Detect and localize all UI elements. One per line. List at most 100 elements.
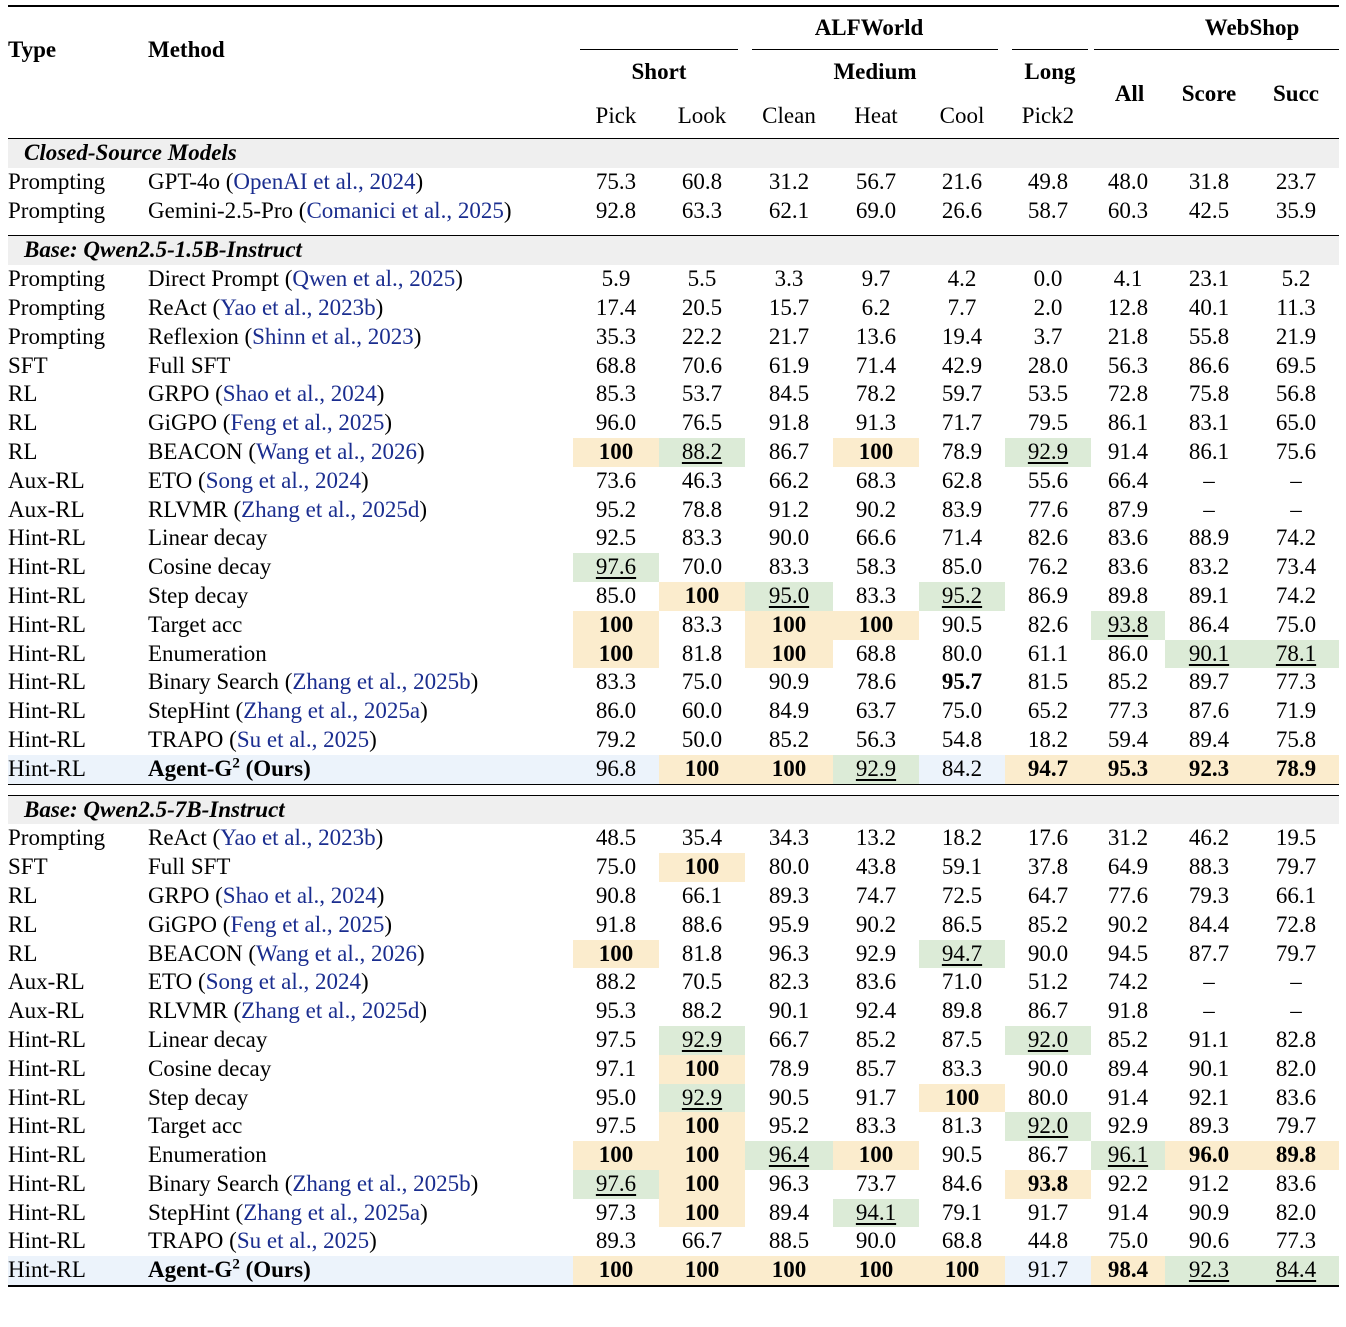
look-value: 60.0 — [681, 698, 723, 724]
heat-value: 66.6 — [855, 525, 897, 551]
pick2-value: 55.6 — [1027, 467, 1069, 493]
citation-link[interactable]: Wang et al., 2026 — [255, 438, 418, 464]
heat-value: 100 — [833, 1141, 919, 1170]
succ-value: – — [1290, 969, 1302, 995]
score-value: 89.3 — [1188, 1113, 1230, 1139]
table-row: Hint-RL Linear decay 92.5 83.3 90.0 66.6 71.4 8… — [8, 524, 1339, 553]
heat-value: 100 — [833, 1256, 919, 1287]
pick-value: 75.3 — [595, 168, 637, 194]
citation-link[interactable]: Su et al., 2025 — [236, 726, 370, 752]
pick-value: 100 — [573, 1141, 659, 1170]
all-value: 91.8 — [1107, 998, 1149, 1024]
type-cell: RL — [8, 438, 38, 464]
pick2-value: 64.7 — [1027, 882, 1069, 908]
citation-link[interactable]: Song et al., 2024 — [205, 969, 361, 995]
citation-link[interactable]: Zhang et al., 2025a — [243, 698, 421, 724]
citation-link[interactable]: Feng et al., 2025 — [230, 410, 385, 436]
citation-link[interactable]: OpenAI et al., 2024 — [233, 168, 416, 194]
cool-value: 19.4 — [941, 323, 983, 349]
citation-link[interactable]: Wang et al., 2026 — [255, 940, 418, 966]
heat-value: 13.2 — [855, 825, 897, 851]
table-row: RL GiGPO (Feng et al., 2025) 91.8 88.6 95.9 9… — [8, 911, 1339, 940]
pick2-value: 0.0 — [1033, 266, 1063, 292]
table-row: RL GiGPO (Feng et al., 2025) 96.0 76.5 91.8 9… — [8, 409, 1339, 438]
succ-value: 19.5 — [1275, 825, 1317, 851]
table-row: SFT Full SFT 68.8 70.6 61.9 71.4 42.9 28.0 56.3 8… — [8, 352, 1339, 381]
look-value: 100 — [659, 1141, 745, 1170]
table-row: Hint-RL Enumeration 100 81.8 100 68.8 80.0 61.1… — [8, 639, 1340, 669]
succ-value: 35.9 — [1275, 197, 1317, 223]
method-name: TRAPO — [148, 1228, 224, 1254]
all-value: 94.5 — [1107, 940, 1149, 966]
pick2-value: 18.2 — [1027, 726, 1069, 752]
look-value: 5.5 — [687, 266, 717, 292]
pick2-value: 2.0 — [1033, 294, 1063, 320]
method-cell: ETO (Song et al., 2024) — [148, 467, 369, 493]
heat-value: 63.7 — [855, 698, 897, 724]
citation-link[interactable]: Song et al., 2024 — [205, 467, 361, 493]
cool-value: 80.0 — [941, 640, 983, 666]
pick-value: 91.8 — [595, 911, 637, 937]
clean-value: 100 — [745, 754, 833, 785]
section-title: Base: Qwen2.5-7B-Instruct — [8, 795, 1340, 825]
citation-link[interactable]: Feng et al., 2025 — [230, 911, 385, 937]
citation-link[interactable]: Zhang et al., 2025b — [292, 1170, 471, 1196]
pick-value: 92.8 — [595, 197, 637, 223]
look-value: 100 — [659, 581, 745, 611]
citation-link[interactable]: Yao et al., 2023b — [220, 825, 376, 851]
pick-value: 17.4 — [595, 294, 637, 320]
citation-link[interactable]: Qwen et al., 2025 — [292, 266, 456, 292]
cool-value: 89.8 — [941, 998, 983, 1024]
score-header: Score — [1165, 49, 1254, 139]
citation-link[interactable]: Zhang et al., 2025a — [243, 1199, 421, 1225]
clean-value: 82.3 — [768, 969, 810, 995]
table-row: Hint-RL Cosine decay 97.6 70.0 83.3 58.3 85.0 7… — [8, 553, 1339, 582]
citation-link[interactable]: Comanici et al., 2025 — [306, 197, 504, 223]
heat-value: 73.7 — [855, 1170, 897, 1196]
table-header: Type Method ALFWorld WebShop Short Mediu… — [8, 6, 1340, 139]
citation-link[interactable]: Zhang et al., 2025d — [241, 998, 420, 1024]
citation-link[interactable]: Zhang et al., 2025b — [292, 669, 471, 695]
citation-link[interactable]: Zhang et al., 2025d — [241, 496, 420, 522]
citation-link[interactable]: Yao et al., 2023b — [220, 294, 376, 320]
type-cell: Hint-RL — [8, 698, 86, 724]
all-value: 60.3 — [1107, 197, 1149, 223]
cool-value: 84.6 — [941, 1170, 983, 1196]
score-value: 86.1 — [1188, 438, 1230, 464]
cool-value: 71.4 — [941, 525, 983, 551]
look-value: 88.2 — [681, 998, 723, 1024]
section-title: Closed-Source Models — [8, 138, 1340, 168]
all-value: 74.2 — [1107, 969, 1149, 995]
method-name: Enumeration — [148, 1142, 267, 1168]
results-table: Type Method ALFWorld WebShop Short Mediu… — [8, 5, 1340, 1287]
citation-link[interactable]: Shinn et al., 2023 — [252, 323, 414, 349]
score-value: 89.7 — [1188, 669, 1230, 695]
pick-value: 97.6 — [573, 1169, 659, 1199]
clean-value: 31.2 — [768, 168, 810, 194]
table-row: Prompting Reflexion (Shinn et al., 2023) 3… — [8, 323, 1339, 352]
type-cell: Prompting — [8, 825, 106, 851]
method-cell: Binary Search (Zhang et al., 2025b) — [148, 669, 479, 695]
succ-value: 11.3 — [1276, 294, 1316, 320]
citation-link[interactable]: Su et al., 2025 — [236, 1228, 370, 1254]
pick2-value: 77.6 — [1027, 496, 1069, 522]
method-cell: Direct Prompt (Qwen et al., 2025) — [148, 266, 463, 292]
clean-value: 96.3 — [768, 940, 810, 966]
all-value: 89.8 — [1107, 582, 1149, 608]
cool-value: 90.5 — [941, 611, 983, 637]
method-name: ReAct — [148, 825, 207, 851]
clean-value: 96.3 — [768, 1170, 810, 1196]
pick-header: Pick — [595, 102, 637, 128]
citation-link[interactable]: Shao et al., 2024 — [222, 381, 377, 407]
heat-value: 68.3 — [855, 467, 897, 493]
citation-link[interactable]: Shao et al., 2024 — [222, 882, 377, 908]
method-cell: Gemini-2.5-Pro (Comanici et al., 2025) — [148, 197, 512, 223]
method-name: Target acc — [148, 611, 243, 637]
clean-value: 91.2 — [768, 496, 810, 522]
all-value: 89.4 — [1107, 1055, 1149, 1081]
method-cell: Step decay — [148, 582, 573, 611]
type-cell: Aux-RL — [8, 467, 85, 493]
heat-value: 83.3 — [855, 1113, 897, 1139]
pick-value: 97.5 — [595, 1113, 637, 1139]
score-value: 75.8 — [1188, 381, 1230, 407]
